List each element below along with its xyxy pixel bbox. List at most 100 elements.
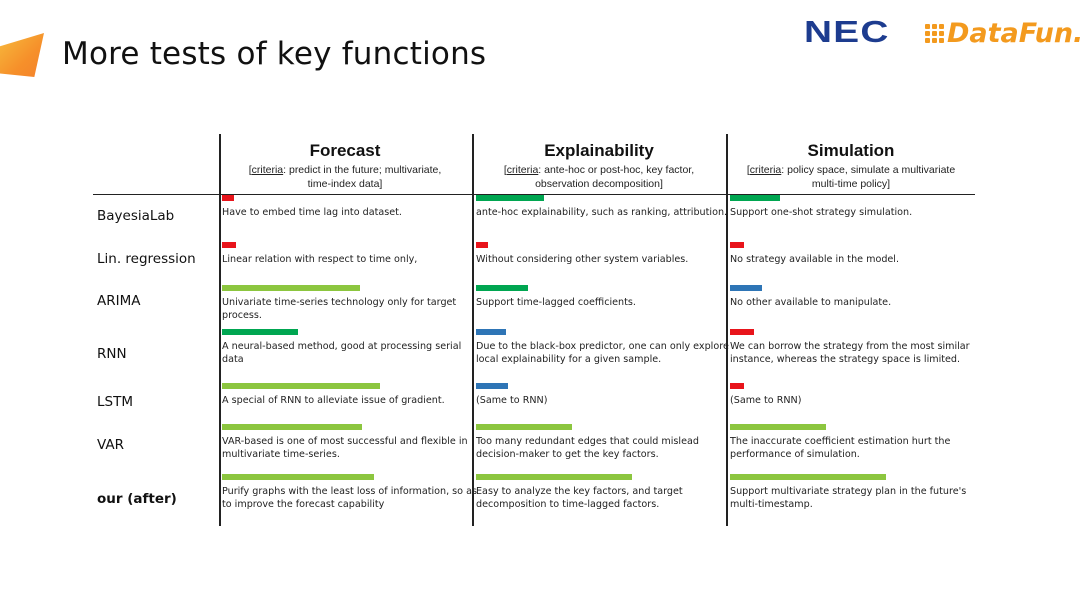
cell-text-line: Univariate time-series technology only f… bbox=[222, 297, 457, 308]
cell-text: No other available to manipulate. bbox=[730, 296, 891, 309]
slide-title: More tests of key functions bbox=[62, 36, 487, 72]
rating-bar bbox=[222, 474, 374, 480]
criteria-text: time-index data] bbox=[307, 178, 383, 190]
cell-text-line: Have to embed time lag into dataset. bbox=[222, 207, 402, 218]
cell-text: Support multivariate strategy plan in th… bbox=[730, 485, 966, 511]
cell-text-line: local explainability for a given sample. bbox=[476, 354, 662, 365]
cell-text-line: (Same to RNN) bbox=[476, 395, 548, 406]
cell-text: No strategy available in the model. bbox=[730, 253, 899, 266]
column-title: Simulation bbox=[807, 141, 895, 160]
rating-bar bbox=[222, 195, 234, 201]
cell-text-line: We can borrow the strategy from the most… bbox=[730, 341, 970, 352]
cell-text: Support one-shot strategy simulation. bbox=[730, 206, 912, 219]
criteria-key: criteria bbox=[251, 164, 284, 176]
cell-text: VAR-based is one of most successful and … bbox=[222, 435, 468, 461]
column-title: Explainability bbox=[544, 141, 654, 160]
rating-bar bbox=[476, 329, 506, 335]
row-label: Lin. regression bbox=[97, 251, 196, 267]
row-label: BayesiaLab bbox=[97, 208, 175, 224]
rating-bar bbox=[730, 474, 886, 480]
cell-text-line: data bbox=[222, 354, 244, 365]
cell-text-line: Support multivariate strategy plan in th… bbox=[730, 486, 967, 497]
rating-bar bbox=[476, 474, 632, 480]
cell-text-line: A special of RNN to alleviate issue of g… bbox=[222, 395, 445, 406]
cell-text: (Same to RNN) bbox=[476, 394, 547, 407]
criteria-bracket: [ bbox=[248, 164, 252, 176]
cell-text-line: ante-hoc explainability, such as ranking… bbox=[476, 207, 728, 218]
rating-bar bbox=[476, 424, 572, 430]
cell-text: Too many redundant edges that could misl… bbox=[476, 435, 699, 461]
cell-text: Due to the black-box predictor, one can … bbox=[476, 340, 729, 366]
table-cell: No strategy available in the model. bbox=[730, 242, 899, 266]
column-criteria: [criteria: ante-hoc or post-hoc, key fac… bbox=[474, 163, 724, 191]
column-divider bbox=[219, 134, 221, 526]
criteria-text: observation decomposition] bbox=[535, 178, 663, 190]
rating-bar bbox=[730, 424, 826, 430]
row-label: RNN bbox=[97, 346, 127, 362]
cell-text-line: Due to the black-box predictor, one can … bbox=[476, 341, 729, 352]
rating-bar bbox=[730, 383, 744, 389]
table-cell: Due to the black-box predictor, one can … bbox=[476, 329, 729, 366]
column-criteria: [criteria: predict in the future; multiv… bbox=[220, 163, 470, 191]
table-cell: The inaccurate coefficient estimation hu… bbox=[730, 424, 950, 461]
column-title: Forecast bbox=[309, 141, 381, 160]
cell-text: ante-hoc explainability, such as ranking… bbox=[476, 206, 727, 219]
cell-text: A neural-based method, good at processin… bbox=[222, 340, 461, 366]
criteria-text: : predict in the future; multivariate, bbox=[283, 164, 442, 176]
cell-text: (Same to RNN) bbox=[730, 394, 801, 407]
column-divider bbox=[726, 134, 728, 526]
rating-bar bbox=[730, 285, 762, 291]
criteria-text: : policy space, simulate a multivariate bbox=[781, 164, 956, 176]
table-cell: Support one-shot strategy simulation. bbox=[730, 195, 912, 219]
cell-text: Support time-lagged coefficients. bbox=[476, 296, 636, 309]
cell-text-line: multi-timestamp. bbox=[730, 499, 813, 510]
cell-text-line: The inaccurate coefficient estimation hu… bbox=[730, 436, 951, 447]
cell-text-line: decomposition to time-lagged factors. bbox=[476, 499, 660, 510]
cell-text: Without considering other system variabl… bbox=[476, 253, 688, 266]
cell-text-line: A neural-based method, good at processin… bbox=[222, 341, 462, 352]
cell-text: Linear relation with respect to time onl… bbox=[222, 253, 417, 266]
table-cell: Without considering other system variabl… bbox=[476, 242, 688, 266]
cell-text-line: Support time-lagged coefficients. bbox=[476, 297, 636, 308]
table-cell: A neural-based method, good at processin… bbox=[222, 329, 461, 366]
table-cell: ante-hoc explainability, such as ranking… bbox=[476, 195, 727, 219]
rating-bar bbox=[222, 424, 362, 430]
rating-bar bbox=[222, 242, 236, 248]
table-cell: Purify graphs with the least loss of inf… bbox=[222, 474, 477, 511]
rating-bar bbox=[222, 383, 380, 389]
datafun-logo: DataFun. bbox=[925, 18, 1080, 49]
criteria-text: : ante-hoc or post-hoc, key factor, bbox=[538, 164, 695, 176]
cell-text-line: multivariate time-series. bbox=[222, 449, 340, 460]
table-cell: We can borrow the strategy from the most… bbox=[730, 329, 970, 366]
rating-bar bbox=[476, 383, 508, 389]
rating-bar bbox=[730, 242, 744, 248]
criteria-line: [criteria: ante-hoc or post-hoc, key fac… bbox=[474, 163, 724, 177]
table-cell: Have to embed time lag into dataset. bbox=[222, 195, 402, 219]
cell-text-line: performance of simulation. bbox=[730, 449, 860, 460]
criteria-line: [criteria: policy space, simulate a mult… bbox=[726, 163, 976, 177]
rating-bar bbox=[730, 195, 780, 201]
rating-bar bbox=[222, 285, 360, 291]
rating-bar bbox=[476, 242, 488, 248]
table-cell: No other available to manipulate. bbox=[730, 285, 891, 309]
cell-text-line: to improve the forecast capability bbox=[222, 499, 385, 510]
row-label: our (after) bbox=[97, 491, 177, 507]
row-label: ARIMA bbox=[97, 293, 141, 309]
table-cell: VAR-based is one of most successful and … bbox=[222, 424, 468, 461]
criteria-bracket: [ bbox=[503, 164, 507, 176]
criteria-bracket: [ bbox=[746, 164, 750, 176]
cell-text-line: Linear relation with respect to time onl… bbox=[222, 254, 418, 265]
table-cell: Univariate time-series technology only f… bbox=[222, 285, 456, 322]
cell-text: We can borrow the strategy from the most… bbox=[730, 340, 970, 366]
criteria-text: multi-time policy] bbox=[811, 178, 891, 190]
cell-text: The inaccurate coefficient estimation hu… bbox=[730, 435, 950, 461]
column-divider bbox=[472, 134, 474, 526]
table-cell: Too many redundant edges that could misl… bbox=[476, 424, 699, 461]
cell-text-line: VAR-based is one of most successful and … bbox=[222, 436, 468, 447]
cell-text-line: Too many redundant edges that could misl… bbox=[476, 436, 699, 447]
table-cell: Linear relation with respect to time onl… bbox=[222, 242, 417, 266]
cell-text-line: (Same to RNN) bbox=[730, 395, 802, 406]
table-cell: A special of RNN to alleviate issue of g… bbox=[222, 383, 445, 407]
table-cell: (Same to RNN) bbox=[476, 383, 547, 407]
criteria-key: criteria bbox=[506, 164, 539, 176]
